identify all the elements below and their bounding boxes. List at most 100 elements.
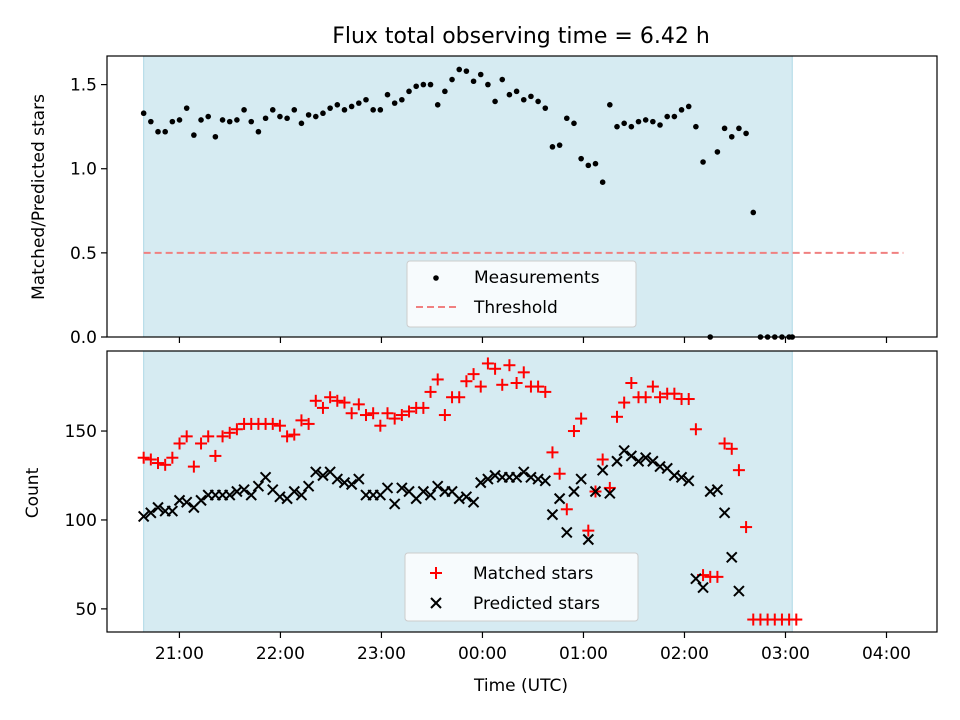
matched-star-point — [618, 396, 631, 409]
measurement-point — [535, 98, 541, 105]
measurement-point — [513, 88, 520, 95]
matched-star-point — [496, 378, 509, 391]
measurement-point — [298, 120, 305, 127]
measurement-point — [664, 113, 671, 120]
measurement-point — [614, 123, 620, 130]
predicted-star-point — [582, 533, 595, 546]
matched-star-point — [137, 451, 150, 464]
measurement-point — [219, 117, 226, 123]
predicted-star-point — [417, 485, 430, 498]
matched-star-point — [732, 464, 745, 477]
predicted-star-point — [345, 478, 358, 491]
matched-star-point — [489, 362, 502, 375]
measurement-point — [434, 101, 441, 108]
predicted-star-point — [647, 455, 659, 467]
matched-star-point — [582, 524, 595, 537]
measurement-point — [721, 125, 728, 132]
predicted-star-point — [539, 475, 551, 487]
matched-star-point — [209, 449, 222, 462]
matched-star-point — [309, 394, 322, 407]
measurement-point — [628, 123, 635, 130]
matched-star-point — [567, 425, 580, 438]
matched-star-point — [324, 391, 337, 404]
predicted-star-point — [475, 476, 487, 489]
predicted-star-point — [302, 480, 315, 492]
x-tick-label: 03:00 — [761, 644, 810, 664]
matched-star-point — [338, 396, 351, 409]
legend-predicted-marker — [430, 597, 442, 609]
x-tick-label: 23:00 — [357, 644, 406, 664]
predicted-star-point — [310, 466, 322, 478]
matched-star-point — [539, 385, 552, 398]
bottom-panel: 50 100 150 21:00 22:00 23:00 00:00 01:00 02:00 0… — [23, 350, 938, 696]
predicted-star-point — [675, 471, 688, 483]
predicted-star-point — [467, 496, 480, 508]
y-tick-label: 50 — [75, 600, 97, 620]
predicted-star-point — [726, 551, 738, 564]
measurement-point — [305, 112, 312, 118]
measurement-point — [599, 179, 606, 185]
predicted-star-point — [288, 485, 300, 498]
matched-star-point — [611, 410, 623, 423]
matched-star-point — [474, 380, 487, 393]
matched-star-point — [173, 437, 186, 450]
predicted-star-point — [145, 507, 157, 519]
top-x-ticks — [178, 337, 888, 343]
top-legend-box — [406, 260, 637, 328]
matched-star-point — [281, 430, 294, 443]
matched-star-point — [216, 430, 229, 443]
matched-star-point — [367, 407, 380, 420]
measurement-point — [191, 132, 197, 138]
predicted-star-point — [180, 496, 193, 508]
matched-star-point — [646, 380, 659, 393]
measurement-point — [377, 107, 384, 113]
measurement-point — [262, 115, 269, 122]
y-tick-label: 1.0 — [70, 160, 97, 180]
measurement-point — [743, 130, 749, 137]
predicted-star-point — [690, 572, 702, 585]
legend-measurements-marker — [433, 275, 439, 281]
measurement-point — [140, 110, 147, 117]
measurement-point — [492, 98, 498, 105]
matched-star-point — [403, 405, 416, 418]
matched-star-point — [503, 359, 516, 372]
y-tick-label: 0.0 — [70, 328, 97, 348]
measurement-point — [205, 113, 212, 120]
predicted-star-point — [611, 455, 623, 467]
matched-star-point — [316, 401, 329, 414]
predicted-star-point — [711, 484, 724, 496]
predicted-star-point — [568, 485, 580, 498]
matched-star-point — [166, 451, 179, 464]
matched-star-point — [152, 457, 165, 470]
matched-star-point — [689, 423, 702, 436]
measurement-point — [277, 113, 283, 120]
measurement-point — [348, 103, 355, 110]
matched-star-point — [460, 375, 473, 388]
predicted-star-point — [510, 471, 523, 483]
measurement-point — [671, 113, 678, 120]
x-tick-label: 00:00 — [458, 644, 507, 664]
predicted-star-point — [575, 473, 587, 485]
predicted-star-point — [381, 482, 394, 494]
measurement-point — [607, 101, 613, 108]
measurement-point — [356, 100, 362, 106]
matched-star-point — [740, 521, 753, 534]
predicted-star-point — [137, 510, 150, 523]
measurement-point — [155, 128, 161, 135]
matched-star-point — [546, 446, 559, 459]
matched-star-point — [144, 453, 157, 466]
measurement-point — [506, 91, 513, 98]
measurement-point — [592, 160, 599, 167]
measurement-point — [255, 128, 262, 135]
measurement-point — [635, 118, 642, 125]
matched-star-point — [654, 391, 667, 404]
matched-star-point — [273, 419, 286, 432]
measurement-point — [413, 83, 419, 90]
matched-star-point — [187, 460, 200, 473]
measurement-point — [642, 117, 649, 123]
measurement-point — [578, 155, 584, 162]
matched-star-point — [553, 467, 566, 480]
measurement-point — [406, 88, 412, 95]
matched-star-point — [725, 442, 738, 455]
